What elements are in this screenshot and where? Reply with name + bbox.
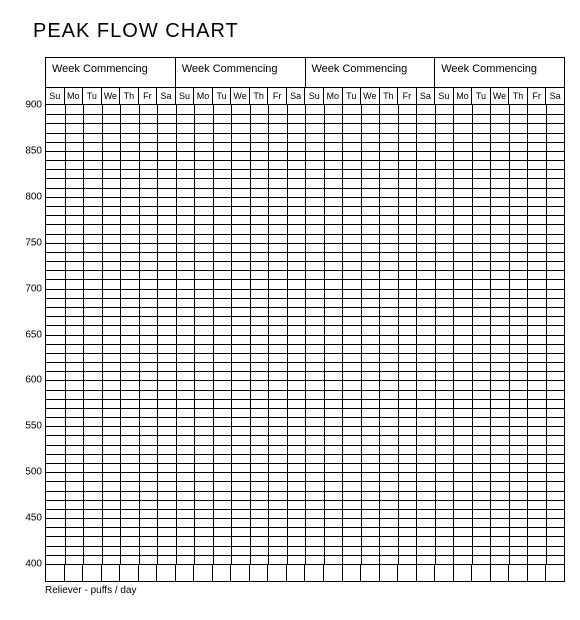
reliever-cell bbox=[435, 565, 454, 581]
reliever-cell bbox=[231, 565, 250, 581]
reliever-cell bbox=[417, 565, 436, 581]
day-label: We bbox=[231, 88, 250, 105]
reliever-cell bbox=[324, 565, 343, 581]
day-label: Su bbox=[435, 88, 454, 105]
week-header: Week Commencing bbox=[176, 58, 306, 87]
grid-area: 900850800750700650600550500450400 bbox=[45, 105, 565, 565]
day-label: Sa bbox=[417, 88, 436, 105]
reliever-cell bbox=[194, 565, 213, 581]
y-axis-label: 900 bbox=[16, 100, 42, 111]
reliever-cell bbox=[102, 565, 121, 581]
day-label: Th bbox=[509, 88, 528, 105]
reliever-cell bbox=[509, 565, 528, 581]
day-label: Tu bbox=[213, 88, 232, 105]
y-axis-label: 750 bbox=[16, 237, 42, 248]
reliever-cell bbox=[546, 565, 564, 581]
day-label: Tu bbox=[83, 88, 102, 105]
reliever-cell bbox=[139, 565, 158, 581]
day-label: Mo bbox=[65, 88, 84, 105]
reliever-cell bbox=[120, 565, 139, 581]
day-label: Fr bbox=[139, 88, 158, 105]
reliever-cell bbox=[46, 565, 65, 581]
day-label: Su bbox=[305, 88, 324, 105]
day-label: Mo bbox=[194, 88, 213, 105]
reliever-cell bbox=[250, 565, 269, 581]
day-label: Tu bbox=[343, 88, 362, 105]
day-label: We bbox=[102, 88, 121, 105]
day-label: Mo bbox=[454, 88, 473, 105]
y-axis-label: 850 bbox=[16, 145, 42, 156]
y-axis-label: 600 bbox=[16, 375, 42, 386]
reliever-cell bbox=[343, 565, 362, 581]
reliever-cell bbox=[65, 565, 84, 581]
day-label: Fr bbox=[268, 88, 287, 105]
y-axis-label: 800 bbox=[16, 191, 42, 202]
week-header: Week Commencing bbox=[46, 58, 176, 87]
reliever-cell bbox=[157, 565, 176, 581]
day-label: Sa bbox=[157, 88, 176, 105]
reliever-cell bbox=[305, 565, 324, 581]
reliever-cell bbox=[380, 565, 399, 581]
day-label: Mo bbox=[324, 88, 343, 105]
day-label: We bbox=[361, 88, 380, 105]
day-label: Fr bbox=[528, 88, 547, 105]
day-label: Tu bbox=[472, 88, 491, 105]
y-axis-label: 400 bbox=[16, 559, 42, 570]
reliever-row bbox=[45, 565, 565, 582]
day-label: Sa bbox=[287, 88, 306, 105]
reliever-cell bbox=[398, 565, 417, 581]
chart-title: PEAK FLOW CHART bbox=[33, 20, 565, 43]
y-axis-label: 500 bbox=[16, 467, 42, 478]
day-label: Fr bbox=[398, 88, 417, 105]
day-label-row: SuMoTuWeThFrSaSuMoTuWeThFrSaSuMoTuWeThFr… bbox=[45, 88, 565, 105]
y-axis-label: 700 bbox=[16, 283, 42, 294]
reliever-cell bbox=[491, 565, 510, 581]
day-label: Th bbox=[120, 88, 139, 105]
week-header: Week Commencing bbox=[306, 58, 436, 87]
day-label: Su bbox=[176, 88, 195, 105]
day-label: Sa bbox=[546, 88, 564, 105]
week-header: Week Commencing bbox=[435, 58, 564, 87]
y-axis-label: 550 bbox=[16, 421, 42, 432]
week-header-row: Week CommencingWeek CommencingWeek Comme… bbox=[45, 57, 565, 88]
footer-label: Reliever - puffs / day bbox=[45, 585, 565, 596]
reliever-cell bbox=[268, 565, 287, 581]
reliever-cell bbox=[213, 565, 232, 581]
day-label: Su bbox=[46, 88, 65, 105]
reliever-cell bbox=[83, 565, 102, 581]
reliever-cell bbox=[287, 565, 306, 581]
y-axis-label: 650 bbox=[16, 329, 42, 340]
day-label: Th bbox=[250, 88, 269, 105]
reliever-cell bbox=[528, 565, 547, 581]
reliever-cell bbox=[454, 565, 473, 581]
day-label: Th bbox=[380, 88, 399, 105]
y-axis-label: 450 bbox=[16, 513, 42, 524]
reliever-cell bbox=[472, 565, 491, 581]
day-label: We bbox=[491, 88, 510, 105]
reliever-cell bbox=[361, 565, 380, 581]
chart-container: Week CommencingWeek CommencingWeek Comme… bbox=[45, 57, 565, 596]
reliever-cell bbox=[176, 565, 195, 581]
